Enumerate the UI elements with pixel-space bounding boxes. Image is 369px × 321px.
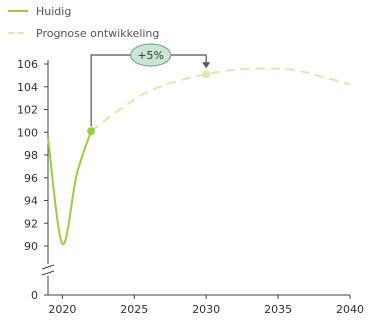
legend-label-huidig: Huidig [36, 5, 71, 18]
growth-bubble [130, 43, 172, 67]
x-tick-label: 2035 [264, 303, 292, 316]
bracket-arrowhead [202, 62, 211, 69]
y-tick-label: 100 [17, 126, 38, 139]
data-point-marker [87, 127, 96, 136]
y-tick-label: 94 [24, 195, 38, 208]
x-tick-label: 2030 [192, 303, 220, 316]
y-tick-label: 104 [17, 81, 38, 94]
y-tick-label: 0 [31, 289, 38, 302]
y-tick-label: 90 [24, 240, 38, 253]
y-tick-label: 96 [24, 172, 38, 185]
series-line-huidig [47, 130, 93, 245]
axis-break-mark [41, 270, 55, 276]
x-tick-label: 2020 [48, 303, 76, 316]
legend-label-prognose: Prognose ontwikkeling [36, 27, 159, 40]
y-tick-label: 106 [17, 58, 38, 71]
annotation-layer: +5% [90, 43, 211, 127]
y-tick-label: 98 [24, 149, 38, 162]
x-tick-label: 2025 [120, 303, 148, 316]
y-ticks: 0 90 92 94 96 98 100 102 104 106 [17, 58, 48, 302]
series-line-prognose [90, 67, 351, 132]
axis-break-mark [41, 264, 55, 270]
legend: Huidig Prognose ontwikkeling [8, 5, 159, 40]
x-tick-label: 2040 [336, 303, 364, 316]
y-tick-label: 92 [24, 217, 38, 230]
series-layer [47, 67, 351, 245]
data-point-marker [202, 70, 211, 79]
y-tick-label: 102 [17, 104, 38, 117]
growth-label: +5% [137, 49, 164, 62]
x-ticks: 2020 2025 2030 2035 2040 [48, 295, 364, 316]
axes [41, 60, 350, 296]
